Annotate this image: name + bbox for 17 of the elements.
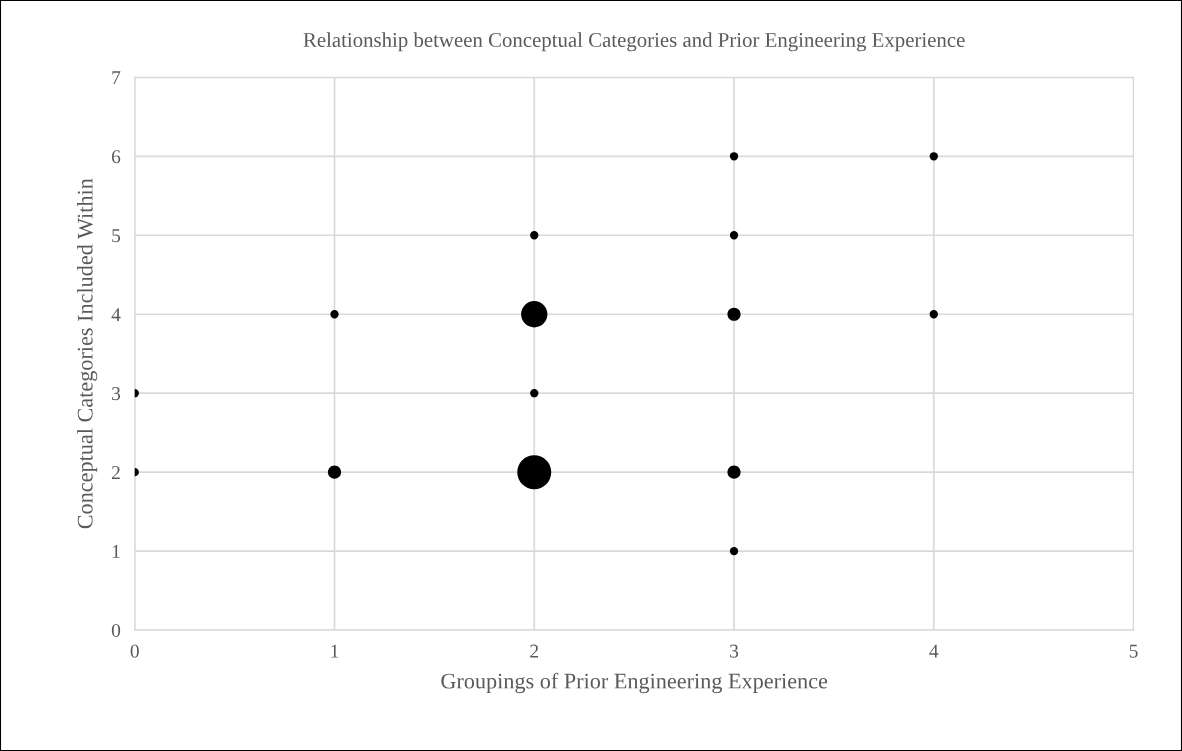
y-tick-label: 7 (112, 71, 121, 85)
y-tick-label: 1 (112, 545, 120, 558)
x-tick-label: 4 (929, 644, 939, 658)
y-tick-label: 0 (111, 623, 121, 638)
x-tick-label: 3 (730, 644, 739, 658)
y-tick-label: 3 (112, 387, 121, 401)
x-tick-label: 0 (130, 644, 139, 658)
y-axis-title: Conceptual Categories Included Within (77, 178, 98, 529)
y-tick-label: 2 (111, 466, 120, 479)
y-tick-label: 5 (112, 229, 121, 243)
y-tick-label: 4 (111, 308, 121, 321)
chart-title: Relationship between Conceptual Categories and Prior Engineering Experience (303, 32, 965, 52)
x-tick-label: 5 (1129, 644, 1138, 658)
x-tick-label: 2 (530, 644, 539, 658)
x-axis-title: Groupings of Prior Engineering Experience (441, 672, 828, 694)
y-tick-label: 6 (111, 150, 121, 164)
x-tick-label: 1 (331, 644, 339, 658)
